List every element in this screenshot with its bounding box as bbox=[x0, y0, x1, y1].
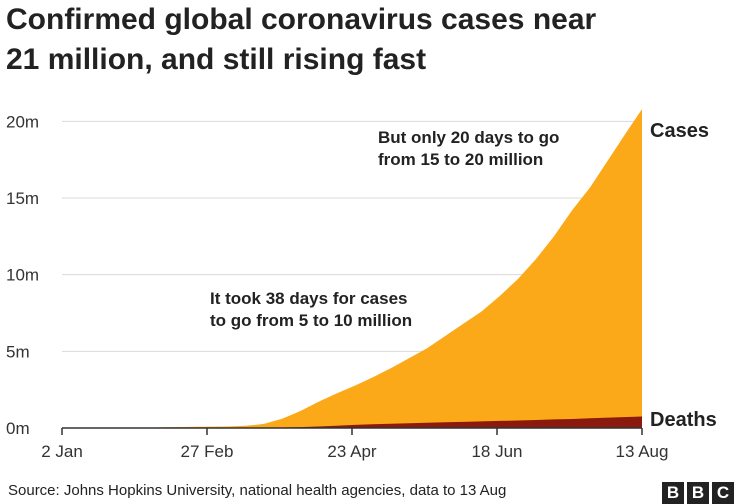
x-tick-label: 23 Apr bbox=[327, 442, 376, 461]
chart-title: Confirmed global coronavirus cases near … bbox=[6, 0, 706, 80]
annotation-text: from 15 to 20 million bbox=[378, 150, 543, 169]
y-tick-label: 15m bbox=[6, 189, 39, 208]
deaths-area bbox=[113, 416, 643, 428]
bbc-logo: B B C bbox=[662, 482, 734, 504]
bbc-logo-letter: C bbox=[712, 482, 734, 504]
x-tick-label: 13 Aug bbox=[616, 442, 669, 461]
y-tick-label: 5m bbox=[6, 342, 30, 361]
chart-title-line-2: 21 million, and still rising fast bbox=[6, 43, 427, 76]
x-tick-label: 27 Feb bbox=[181, 442, 234, 461]
cases-area bbox=[113, 109, 643, 428]
x-tick-label: 18 Jun bbox=[471, 442, 522, 461]
x-tick-label: 2 Jan bbox=[41, 442, 83, 461]
source-note: Source: Johns Hopkins University, nation… bbox=[8, 482, 507, 499]
annotation-text: It took 38 days for cases bbox=[210, 289, 407, 308]
bbc-logo-letter: B bbox=[687, 482, 709, 504]
annotation-text: to go from 5 to 10 million bbox=[210, 311, 412, 330]
area-chart: 0m 5m 10m 15m 20m 2 Jan 27 Feb 23 Apr 18 Jun 13 A… bbox=[6, 109, 717, 461]
annotation-text: But only 20 days to go bbox=[378, 128, 559, 147]
deaths-label: Deaths bbox=[650, 409, 717, 431]
chart-title-line-1: Confirmed global coronavirus cases near bbox=[6, 3, 597, 36]
cases-label: Cases bbox=[650, 120, 709, 142]
y-tick-label: 0m bbox=[6, 419, 30, 438]
bbc-logo-letter: B bbox=[662, 482, 684, 504]
y-tick-label: 20m bbox=[6, 112, 39, 131]
y-tick-label: 10m bbox=[6, 266, 39, 285]
